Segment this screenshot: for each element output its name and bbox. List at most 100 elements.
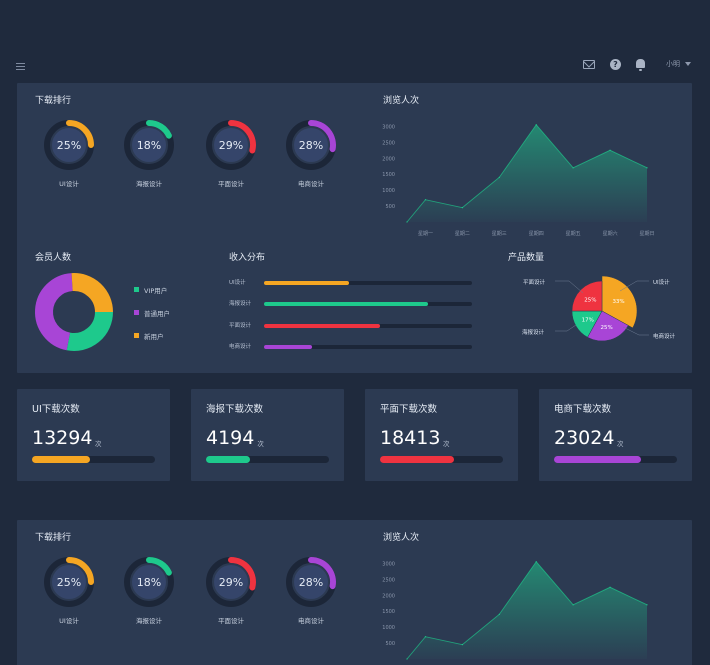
pie-slice-label: 33%	[612, 299, 624, 305]
y-tick-label: 500	[385, 204, 395, 210]
stat-value: 18413	[380, 427, 441, 449]
overview-panel-2: 下载排行 25% UI设计 18% 海报设计 29% 平面设计 28% 电商设计 浏览人次 5…	[17, 520, 692, 665]
y-tick-label: 3000	[382, 124, 395, 130]
donut-label: 海报设计	[136, 180, 162, 188]
y-tick-label: 500	[385, 641, 395, 647]
legend-label: 新用户	[144, 333, 164, 341]
y-tick-label: 2000	[382, 593, 395, 599]
menu-icon[interactable]	[16, 63, 25, 70]
data-point	[609, 149, 611, 151]
donut-label: 电商设计	[298, 617, 324, 625]
members-donut-chart	[35, 273, 113, 351]
stat-card: 海报下载次数 4194 次	[191, 389, 344, 481]
data-point	[461, 644, 463, 646]
stat-progress-track	[380, 456, 503, 463]
donut-arc	[146, 120, 172, 139]
donut-percent: 29%	[219, 139, 243, 152]
stat-progress-track	[554, 456, 677, 463]
donut-center	[214, 128, 248, 162]
x-tick-label: 星期二	[455, 231, 470, 237]
stat-progress-fill	[380, 456, 454, 463]
download-rank-title-2: 下载排行	[35, 533, 72, 543]
income-bar-fill	[264, 323, 381, 328]
donut-percent: 25%	[57, 576, 81, 589]
income-bar-fill	[264, 302, 429, 307]
donut-slice-2	[71, 273, 113, 313]
legend-swatch	[134, 333, 139, 338]
products-pie-chart: 33% 25% 17% 25%	[555, 275, 649, 342]
legend-label: VIP用户	[144, 287, 168, 295]
pie-label-poster: 海报设计	[522, 330, 545, 336]
stat-card: 平面下载次数 18413 次	[365, 389, 518, 481]
donut-arc	[66, 120, 94, 148]
help-icon[interactable]: ?	[610, 59, 621, 70]
income-bar-track	[264, 323, 472, 328]
donut-center	[52, 565, 86, 599]
stat-card: UI下载次数 13294 次	[17, 389, 170, 481]
views-title-2: 浏览人次	[383, 533, 420, 543]
stat-unit: 次	[95, 440, 102, 448]
income-title: 收入分布	[229, 253, 266, 263]
stat-value: 13294	[32, 427, 93, 449]
donut-label: UI设计	[59, 617, 79, 625]
x-tick-label: 星期四	[529, 231, 544, 237]
donut-percent: 28%	[299, 576, 323, 589]
data-point	[646, 167, 648, 169]
y-tick-label: 2500	[382, 577, 395, 583]
bell-icon[interactable]	[636, 59, 645, 71]
stat-card: 电商下载次数 23024 次	[539, 389, 692, 481]
overview-panel: 下载排行 25% UI设计 18% 海报设计 29% 平面设计 28% 电商设计 浏览人次 5…	[17, 83, 692, 373]
y-tick-label: 1000	[382, 625, 395, 631]
mail-icon[interactable]	[583, 60, 595, 69]
chevron-down-icon[interactable]	[685, 62, 691, 66]
pie-label-ui: UI设计	[653, 280, 670, 286]
members-title: 会员人数	[35, 253, 72, 263]
user-name[interactable]: 小明	[666, 60, 680, 68]
data-point	[535, 124, 537, 126]
pie-slice-label: 25%	[584, 297, 596, 303]
donut-label: 平面设计	[218, 617, 244, 625]
donut-percent: 25%	[57, 139, 81, 152]
income-label: UI设计	[229, 280, 246, 286]
y-tick-label: 1500	[382, 609, 395, 615]
data-point	[461, 207, 463, 209]
pie-slice-label: 17%	[582, 317, 594, 323]
y-tick-label: 2500	[382, 140, 395, 146]
stat-unit: 次	[443, 440, 450, 448]
pie-slice-0	[601, 275, 638, 329]
donut-label: UI设计	[59, 180, 79, 188]
products-title: 产品数量	[508, 253, 545, 263]
donut-center	[294, 128, 328, 162]
donut-percent: 18%	[137, 576, 161, 589]
y-tick-label: 3000	[382, 561, 395, 567]
pie-slice-1	[587, 310, 629, 342]
income-bar-track	[264, 302, 472, 307]
donut-slice-0	[66, 311, 113, 351]
donut-arc	[228, 557, 256, 591]
views-title: 浏览人次	[383, 96, 420, 106]
donut-center	[132, 128, 166, 162]
donut-percent: 18%	[137, 139, 161, 152]
income-label: 平面设计	[229, 322, 252, 329]
stat-progress-fill	[206, 456, 251, 463]
donut-label: 海报设计	[136, 617, 162, 625]
x-tick-label: 星期三	[492, 231, 507, 237]
income-bar-fill	[264, 281, 350, 285]
donut-arc	[308, 557, 336, 590]
income-label: 海报设计	[229, 301, 252, 308]
data-point	[609, 586, 611, 588]
donut-arc	[146, 557, 172, 576]
data-point	[498, 613, 500, 615]
donut-arc	[308, 120, 336, 153]
data-point	[406, 658, 408, 660]
series-line	[406, 124, 648, 223]
y-tick-label: 1500	[382, 172, 395, 178]
data-point	[572, 167, 574, 169]
leader-line	[619, 280, 649, 292]
series-area	[407, 124, 647, 222]
stat-progress-fill	[32, 456, 90, 463]
pie-label-print: 平面设计	[523, 280, 546, 286]
donut-slice-1	[35, 273, 74, 351]
legend-swatch	[134, 287, 139, 292]
stat-unit: 次	[257, 440, 264, 448]
